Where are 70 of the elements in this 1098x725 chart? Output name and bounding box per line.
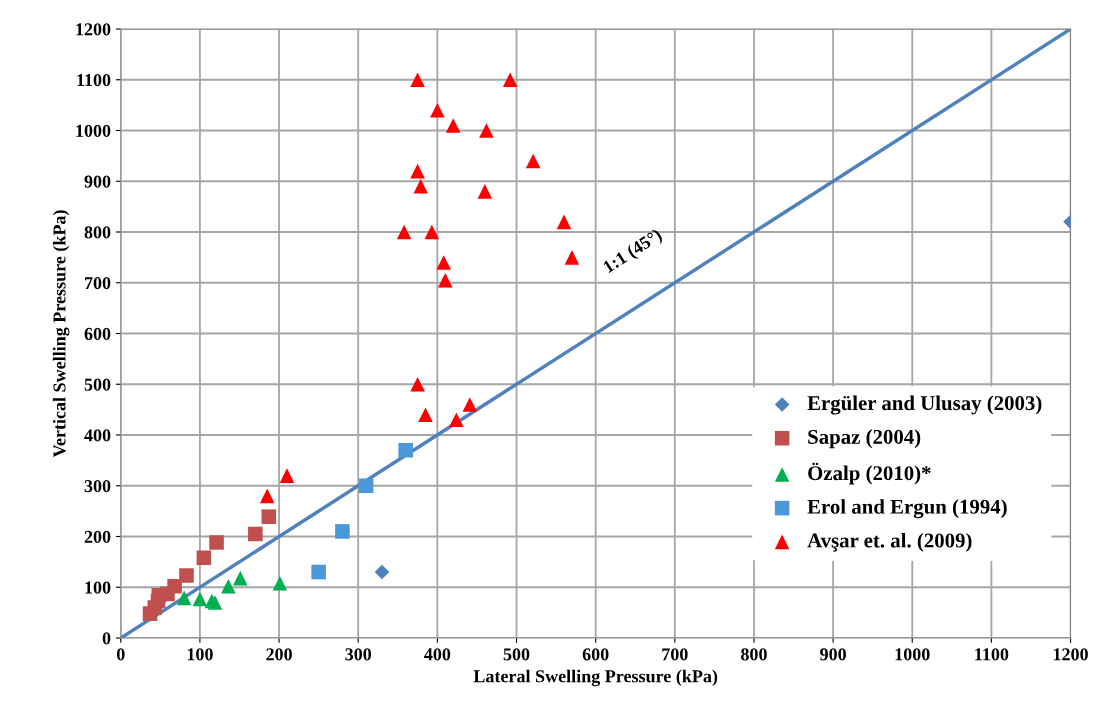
y-tick-label: 300 — [84, 480, 111, 493]
point — [445, 118, 461, 133]
annotation: 1:1 (45°) — [602, 227, 665, 277]
point — [221, 578, 236, 594]
point — [358, 478, 374, 494]
point — [413, 179, 429, 194]
y-tick-label: 1000 — [76, 124, 111, 137]
point — [424, 224, 440, 240]
x-tick-label: 200 — [266, 648, 292, 661]
x-tick-label: 900 — [820, 648, 846, 661]
y-tick-label: 0 — [102, 632, 111, 645]
point — [438, 272, 453, 288]
point — [272, 575, 288, 591]
legend-label: Ergüler and Ulusay (2003) — [807, 395, 1042, 415]
y-tick-label: 700 — [85, 277, 111, 290]
point — [479, 123, 494, 138]
legend-label: Sapaz (2004) — [808, 429, 921, 449]
point — [259, 488, 275, 504]
x-tick-label: 1100 — [975, 648, 1009, 661]
y-tick-label: 200 — [84, 530, 111, 543]
y-tick-label: 500 — [84, 378, 111, 391]
x-tick-label: 100 — [187, 648, 213, 661]
point — [410, 376, 425, 392]
point — [430, 102, 445, 118]
y-tick-label: 1200 — [76, 23, 111, 36]
y-tick-label: 100 — [85, 581, 111, 594]
point — [209, 535, 224, 550]
point — [179, 568, 194, 583]
point — [279, 468, 295, 483]
legend-label: Erol and Ergun (1994) — [807, 499, 1007, 519]
y-tick-label: 600 — [84, 327, 111, 340]
point — [449, 412, 464, 428]
point — [311, 564, 326, 580]
point — [261, 509, 277, 524]
point — [525, 153, 541, 169]
x-tick-label: 500 — [503, 648, 530, 661]
y-tick-label: 800 — [84, 226, 111, 239]
x-tick-label: 600 — [582, 648, 609, 661]
point — [462, 397, 478, 412]
point — [418, 407, 433, 422]
point — [248, 526, 263, 542]
x-tick-label: 1200 — [1053, 648, 1088, 661]
point — [398, 442, 413, 458]
point — [410, 72, 425, 88]
x-tick-label: 1000 — [895, 648, 930, 661]
y-tick-label: 400 — [84, 429, 111, 442]
point — [176, 590, 192, 606]
y-tick-label: 1100 — [77, 74, 111, 87]
x-tick-label: 800 — [741, 648, 767, 661]
x-axis-title: Lateral Swelling Pressure (kPa) — [473, 669, 718, 687]
legend-label: Özalp (2010)* — [808, 462, 931, 485]
point — [167, 578, 182, 594]
point — [192, 591, 208, 607]
x-tick-label: 0 — [116, 648, 125, 661]
legend-label: Avşar et. al. (2009) — [807, 532, 972, 552]
y-tick-label: 900 — [84, 175, 111, 188]
point — [436, 255, 451, 270]
point — [196, 550, 212, 566]
x-tick-label: 400 — [424, 648, 451, 661]
point — [410, 163, 425, 179]
point — [396, 224, 412, 240]
point — [556, 214, 572, 230]
point — [477, 184, 493, 199]
point — [233, 570, 248, 586]
y-axis-title: Vertical Swelling Pressure (kPa) — [52, 210, 70, 458]
point — [502, 72, 518, 88]
x-tick-label: 700 — [662, 648, 688, 661]
x-tick-label: 300 — [345, 648, 372, 661]
point — [335, 524, 350, 539]
point — [564, 250, 580, 265]
